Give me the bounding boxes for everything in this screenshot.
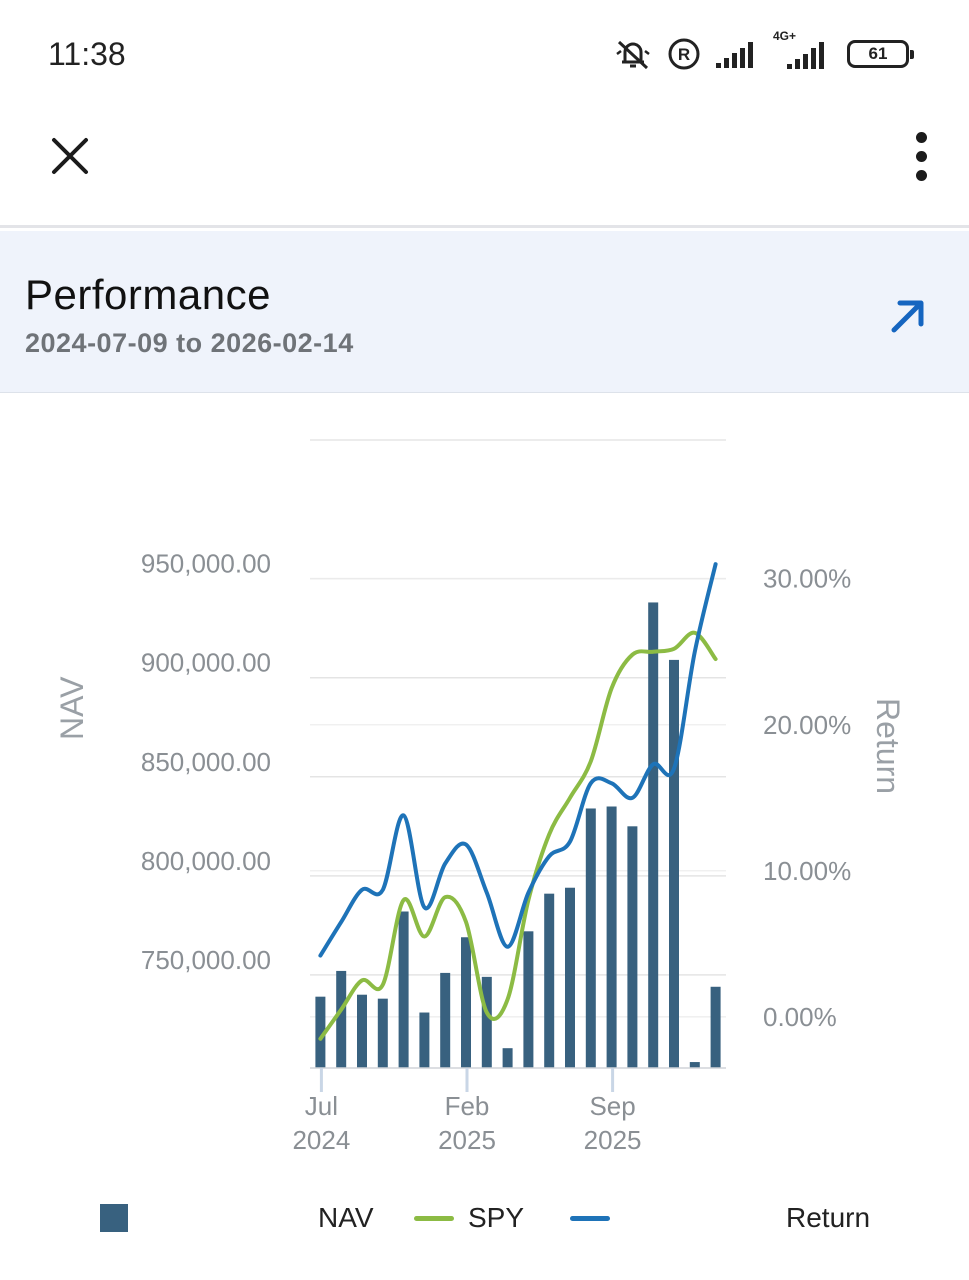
y-left-tick-label: 750,000.00 [141, 945, 271, 975]
y-right-tick-label: 20.00% [763, 710, 851, 740]
nav-bar [523, 931, 534, 1068]
network-type-label: 4G+ [773, 29, 797, 43]
nav-bar [461, 937, 471, 1068]
y-left-tick-label: 850,000.00 [141, 747, 271, 777]
legend-label-nav: NAV [318, 1202, 374, 1233]
more-options-button[interactable] [901, 124, 941, 188]
nav-bar [627, 826, 638, 1068]
svg-text:R: R [678, 45, 690, 64]
nav-bar [648, 602, 659, 1068]
signal-4g-icon: 4G+ [773, 29, 833, 71]
series-line-spy [318, 630, 718, 1041]
legend-swatch-nav [100, 1204, 128, 1232]
close-icon [52, 138, 88, 174]
performance-chart: 950,000.00 900,000.00 850,000.00 800,000.00… [0, 400, 969, 1260]
y-right-tick-label: 0.00% [763, 1002, 837, 1032]
x-tick-month-label: Jul [305, 1091, 338, 1121]
legend-item-spy[interactable]: SPY [414, 1196, 524, 1240]
performance-header: Performance 2024-07-09 to 2026-02-14 [0, 231, 969, 393]
battery-icon: 61 [847, 40, 914, 68]
status-icons: R 4G+ 61 [613, 29, 914, 74]
legend-label-spy: SPY [468, 1202, 525, 1233]
nav-bar [689, 1062, 700, 1068]
nav-bar [502, 1048, 513, 1068]
nav-bar [669, 659, 679, 1068]
arrow-up-right-icon [891, 300, 924, 333]
y-left-tick-label: 950,000.00 [141, 549, 271, 579]
y-axis-left-title: NAV [54, 676, 90, 740]
nav-bar [710, 986, 721, 1068]
y-left-tick-label: 900,000.00 [141, 648, 271, 678]
chart-legend: NAV SPY Return [0, 1196, 969, 1246]
registered-icon: R [667, 37, 701, 71]
status-time: 11:38 [48, 36, 126, 72]
close-button[interactable] [42, 128, 98, 184]
signal-icon [715, 39, 759, 69]
legend-item-nav[interactable] [100, 1196, 128, 1240]
x-tick-month-label: Feb [445, 1091, 490, 1121]
x-tick-year-label: 2024 [292, 1125, 350, 1155]
legend-item-nav-label[interactable]: NAV [318, 1196, 374, 1240]
legend-label-return: Return [786, 1202, 871, 1233]
nav-bar [606, 806, 617, 1068]
x-tick-month-label: Sep [589, 1091, 635, 1121]
chart-canvas: 950,000.00 900,000.00 850,000.00 800,000.00… [141, 439, 851, 1155]
nav-bar [585, 808, 596, 1068]
nav-bar [565, 887, 575, 1068]
expand-button[interactable] [885, 293, 931, 339]
nav-bar [315, 996, 326, 1068]
legend-item-return[interactable]: Return [786, 1196, 870, 1240]
series-line-return [318, 562, 718, 958]
y-left-tick-label: 800,000.00 [141, 846, 271, 876]
more-vertical-icon [915, 131, 927, 143]
date-range: 2024-07-09 to 2026-02-14 [25, 328, 354, 358]
status-bar: 11:38 R [0, 0, 969, 110]
app-bar [0, 110, 969, 228]
nav-bar [398, 911, 409, 1068]
legend-swatch-return [570, 1215, 610, 1221]
x-tick-year-label: 2025 [584, 1125, 642, 1155]
legend-swatch-spy [414, 1215, 454, 1221]
nav-bar [419, 1012, 430, 1068]
y-right-tick-label: 30.00% [763, 564, 851, 594]
nav-bar [377, 998, 388, 1068]
nav-bar [357, 994, 367, 1068]
mute-icon [613, 36, 653, 72]
nav-bar [336, 970, 347, 1068]
nav-bar [544, 893, 555, 1068]
page-title: Performance [25, 271, 271, 318]
nav-bar [481, 976, 492, 1068]
nav-bar [440, 972, 451, 1068]
y-axis-right-title: Return [870, 698, 906, 795]
y-right-tick-label: 10.00% [763, 856, 851, 886]
x-tick-year-label: 2025 [438, 1125, 496, 1155]
legend-item-return-swatch[interactable] [570, 1196, 610, 1240]
